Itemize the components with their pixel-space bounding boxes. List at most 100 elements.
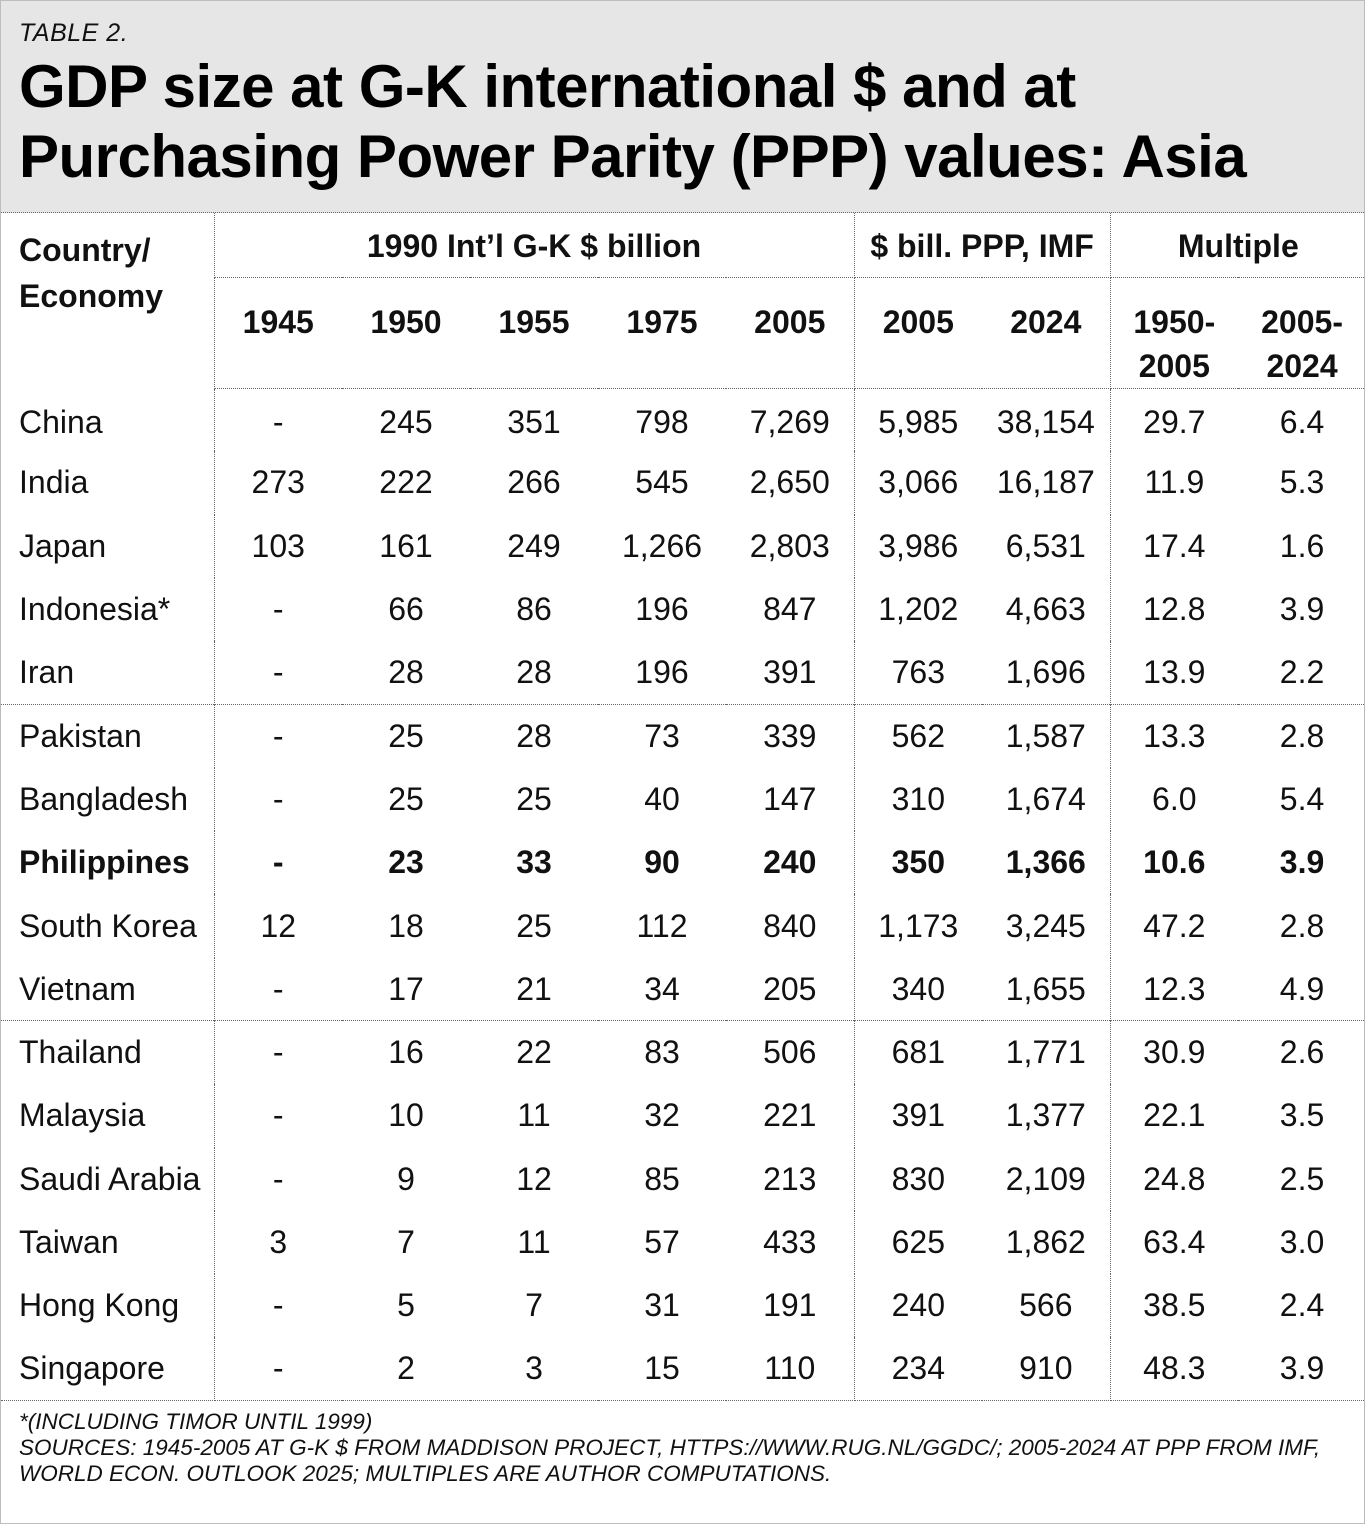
table-cell: 205 [726,957,855,1021]
table-cell: 2.2 [1279,654,1325,691]
table-cell: 3 [269,1224,288,1260]
table-cell: 23 [388,844,424,881]
table-row: Taiwan 3 7 11 57 433 625 1,862 63.4 3.0 [1,1210,1365,1275]
table-cell: - [272,780,284,817]
table-cell: 1,655 [982,957,1111,1021]
table-row: Vietnam - 17 21 34 205 340 1,655 12.3 4.9 [1,957,1365,1021]
table-body: China - 245 351 798 7,269 5,985 38,154 29.7 6.4 In… [1,388,1365,1402]
column-header: 1950 [342,277,470,389]
table-cell: 3,986 [878,527,959,564]
table-cell: 21 [516,970,552,1007]
table-cell: 28 [388,654,424,691]
table-cell: 12 [260,907,297,944]
column-header-line: 2024 [1266,347,1338,384]
table-cell: 351 [507,404,561,441]
table-cell: 22.1 [1143,1097,1206,1134]
table-cell: 391 [891,1097,945,1134]
row-country-name: Indonesia* [1,577,215,642]
table-cell: 3.9 [1279,591,1325,628]
table-cell: 12.8 [1143,591,1206,628]
row-country-name: Philippines [1,831,215,895]
table-cell: 9 [397,1160,415,1197]
row-country-name: Pakistan [1,703,215,768]
column-header: 1975 [598,277,726,389]
row-country-name: Vietnam [1,957,215,1021]
table-cell: 3.5 [1279,1097,1325,1134]
column-header: 2005 [726,277,855,389]
table-cell: 1.6 [1279,527,1325,564]
table-cell: 562 [854,703,983,768]
table-cell: - [272,1097,284,1134]
row-country-name: Malaysia [1,1084,215,1148]
table-cell: 566 [982,1274,1111,1338]
table-row: Philippines - 23 33 90 240 350 1,366 10.6 3.9 [1,831,1365,895]
table-cell: 38,154 [982,388,1111,452]
table-cell: 29.7 [1143,404,1206,441]
table-cell: 10 [388,1097,424,1134]
table-cell: 1,771 [982,1020,1111,1085]
table-row: Indonesia* - 66 86 196 847 1,202 4,663 12.8 3.9 [1,577,1365,642]
group-header-multiple: Multiple [1110,213,1365,278]
table-cell: 2,803 [726,514,855,578]
table-cell: 2 [342,1337,470,1402]
table-cell: 5.3 [1279,464,1325,501]
table-cell: - [214,1337,342,1402]
table-cell: - [272,970,284,1007]
table-cell: 17.4 [1143,527,1206,564]
table-cell: 5 [397,1287,415,1324]
row-country-name: Iran [1,641,215,705]
table-cell: 147 [726,767,855,832]
table-cell: - [214,703,342,768]
table-cell: 798 [635,404,689,441]
table-cell: 16 [342,1020,470,1085]
column-header: 2005- 2024 [1238,277,1365,389]
row-country-name: Taiwan [1,1210,215,1275]
country-header-line-1: Country/ [19,232,151,268]
table-cell: 1,862 [982,1210,1111,1275]
table-row: India 273 222 266 545 2,650 3,066 16,187 11.9 5.3 [1,451,1365,515]
table-cell: 222 [379,464,433,501]
table-cell: 1,696 [982,641,1111,705]
table-cell: 11 [517,1097,551,1134]
table-cell: - [214,1020,342,1085]
table-cell: 90 [644,844,680,881]
table-row: Thailand -16 22 83 506 681 1,771 30.9 2.6 [1,1020,1365,1085]
table-cell: 5,985 [878,404,959,441]
table-cell: 4.9 [1279,970,1325,1007]
table-cell: - [272,844,284,881]
table-cell: 3 [470,1337,598,1402]
table-cell: 1,674 [982,767,1111,832]
table-cell: 48.3 [1110,1337,1239,1402]
table-cell: 6.0 [1152,780,1197,817]
column-header: 1950- 2005 [1110,277,1239,389]
table-row: Pakistan -25 28 73 339 562 1,587 13.3 2.8 [1,703,1365,768]
table-cell: 240 [726,831,855,895]
table-cell: 245 [379,404,433,441]
table-cell: 32 [644,1097,680,1134]
table-cell: 763 [891,654,945,691]
table-cell: 433 [726,1210,855,1275]
table-cell: 3,066 [878,464,959,501]
table-cell: 3.0 [1279,1224,1325,1260]
group-header-gk: 1990 Int’l G-K $ billion [214,213,855,278]
table-cell: 249 [507,527,561,564]
table-cell: 847 [726,577,855,642]
column-header: 1945 [214,277,342,389]
table-cell: 13.9 [1143,654,1206,691]
table-cell: 33 [516,844,552,881]
title-line-1: GDP size at G-K international $ and at [19,53,1076,120]
table-row: South Korea 12 18 25 112 840 1,173 3,245 47.2 2.8 [1,894,1365,958]
row-country-name: China [1,388,215,452]
table-cell: 240 [891,1287,945,1324]
row-country-name: Saudi Arabia [1,1147,215,1211]
table-row: China - 245 351 798 7,269 5,985 38,154 29.7 6.4 [1,388,1365,452]
table-cell: 310 [891,780,945,817]
table-cell: 266 [507,464,561,501]
column-header: 2005 [854,277,983,389]
table-cell: 196 [635,591,689,628]
table-cell: 4,663 [982,577,1111,642]
table-cell: 112 [636,907,688,944]
table-cell: 6,531 [982,514,1111,578]
table-cell: 30.9 [1110,1020,1239,1085]
row-country-name: South Korea [1,894,215,958]
